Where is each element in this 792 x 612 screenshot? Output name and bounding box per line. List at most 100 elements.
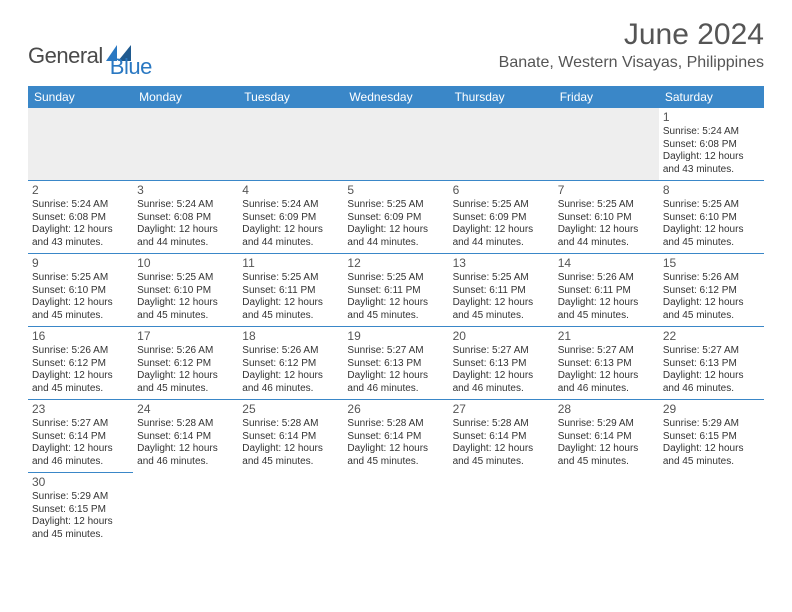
daylight-text: and 45 minutes. (663, 456, 760, 469)
sunset-text: Sunset: 6:15 PM (32, 504, 129, 517)
day-number: 25 (242, 402, 339, 417)
daylight-text: and 46 minutes. (453, 383, 550, 396)
sunset-text: Sunset: 6:11 PM (347, 285, 444, 298)
daylight-text: and 45 minutes. (137, 383, 234, 396)
daylight-text: and 46 minutes. (137, 456, 234, 469)
daylight-text: Daylight: 12 hours (558, 297, 655, 310)
weekday-header: Sunday (28, 86, 133, 108)
weekday-header: Monday (133, 86, 238, 108)
daylight-text: Daylight: 12 hours (453, 370, 550, 383)
sunset-text: Sunset: 6:12 PM (663, 285, 760, 298)
day-number: 5 (347, 183, 444, 198)
logo-text-general: General (28, 43, 103, 69)
calendar-day-cell (238, 108, 343, 181)
sunset-text: Sunset: 6:14 PM (558, 431, 655, 444)
sunrise-text: Sunrise: 5:26 AM (137, 345, 234, 358)
calendar-day-cell: 12Sunrise: 5:25 AMSunset: 6:11 PMDayligh… (343, 254, 448, 327)
calendar-day-cell (554, 108, 659, 181)
day-number: 15 (663, 256, 760, 271)
weekday-header: Saturday (659, 86, 764, 108)
calendar-day-cell (28, 108, 133, 181)
day-number: 18 (242, 329, 339, 344)
sunrise-text: Sunrise: 5:25 AM (558, 199, 655, 212)
day-number: 17 (137, 329, 234, 344)
daylight-text: Daylight: 12 hours (558, 443, 655, 456)
calendar-day-cell: 29Sunrise: 5:29 AMSunset: 6:15 PMDayligh… (659, 400, 764, 473)
daylight-text: and 45 minutes. (32, 310, 129, 323)
daylight-text: Daylight: 12 hours (137, 443, 234, 456)
sunrise-text: Sunrise: 5:28 AM (242, 418, 339, 431)
daylight-text: and 45 minutes. (453, 456, 550, 469)
daylight-text: and 45 minutes. (558, 310, 655, 323)
sunset-text: Sunset: 6:11 PM (242, 285, 339, 298)
day-number: 13 (453, 256, 550, 271)
sunrise-text: Sunrise: 5:29 AM (558, 418, 655, 431)
daylight-text: and 45 minutes. (32, 529, 129, 542)
title-block: June 2024 Banate, Western Visayas, Phili… (499, 18, 764, 72)
sunset-text: Sunset: 6:11 PM (453, 285, 550, 298)
daylight-text: Daylight: 12 hours (347, 224, 444, 237)
sunset-text: Sunset: 6:08 PM (32, 212, 129, 225)
calendar-day-cell: 16Sunrise: 5:26 AMSunset: 6:12 PMDayligh… (28, 327, 133, 400)
calendar-day-cell: 6Sunrise: 5:25 AMSunset: 6:09 PMDaylight… (449, 181, 554, 254)
calendar-day-cell: 20Sunrise: 5:27 AMSunset: 6:13 PMDayligh… (449, 327, 554, 400)
daylight-text: Daylight: 12 hours (242, 443, 339, 456)
calendar-day-cell: 13Sunrise: 5:25 AMSunset: 6:11 PMDayligh… (449, 254, 554, 327)
sunset-text: Sunset: 6:14 PM (32, 431, 129, 444)
calendar-day-cell: 27Sunrise: 5:28 AMSunset: 6:14 PMDayligh… (449, 400, 554, 473)
daylight-text: Daylight: 12 hours (32, 370, 129, 383)
calendar-day-cell (449, 108, 554, 181)
daylight-text: and 45 minutes. (663, 310, 760, 323)
daylight-text: Daylight: 12 hours (137, 224, 234, 237)
day-number: 8 (663, 183, 760, 198)
daylight-text: Daylight: 12 hours (137, 370, 234, 383)
daylight-text: Daylight: 12 hours (137, 297, 234, 310)
calendar-week-row: 30Sunrise: 5:29 AMSunset: 6:15 PMDayligh… (28, 473, 764, 546)
day-number: 12 (347, 256, 444, 271)
calendar-day-cell: 1Sunrise: 5:24 AMSunset: 6:08 PMDaylight… (659, 108, 764, 181)
day-number: 1 (663, 110, 760, 125)
daylight-text: and 46 minutes. (663, 383, 760, 396)
calendar-day-cell (133, 473, 238, 546)
daylight-text: and 45 minutes. (347, 456, 444, 469)
page-subtitle: Banate, Western Visayas, Philippines (499, 54, 764, 72)
sunrise-text: Sunrise: 5:25 AM (453, 272, 550, 285)
calendar-day-cell: 9Sunrise: 5:25 AMSunset: 6:10 PMDaylight… (28, 254, 133, 327)
day-number: 4 (242, 183, 339, 198)
daylight-text: and 46 minutes. (347, 383, 444, 396)
sunrise-text: Sunrise: 5:26 AM (32, 345, 129, 358)
sunrise-text: Sunrise: 5:27 AM (32, 418, 129, 431)
calendar-day-cell: 17Sunrise: 5:26 AMSunset: 6:12 PMDayligh… (133, 327, 238, 400)
daylight-text: Daylight: 12 hours (242, 370, 339, 383)
daylight-text: and 46 minutes. (242, 383, 339, 396)
sunset-text: Sunset: 6:13 PM (347, 358, 444, 371)
daylight-text: and 44 minutes. (137, 237, 234, 250)
sunrise-text: Sunrise: 5:25 AM (137, 272, 234, 285)
sunset-text: Sunset: 6:12 PM (242, 358, 339, 371)
sunrise-text: Sunrise: 5:26 AM (663, 272, 760, 285)
sunset-text: Sunset: 6:14 PM (137, 431, 234, 444)
calendar-day-cell: 2Sunrise: 5:24 AMSunset: 6:08 PMDaylight… (28, 181, 133, 254)
calendar-day-cell (238, 473, 343, 546)
logo: General Blue (28, 18, 152, 80)
daylight-text: Daylight: 12 hours (453, 297, 550, 310)
calendar-day-cell (449, 473, 554, 546)
day-number: 27 (453, 402, 550, 417)
day-number: 24 (137, 402, 234, 417)
weekday-header-row: Sunday Monday Tuesday Wednesday Thursday… (28, 86, 764, 108)
calendar-week-row: 1Sunrise: 5:24 AMSunset: 6:08 PMDaylight… (28, 108, 764, 181)
sunset-text: Sunset: 6:11 PM (558, 285, 655, 298)
day-number: 2 (32, 183, 129, 198)
sunset-text: Sunset: 6:09 PM (347, 212, 444, 225)
sunrise-text: Sunrise: 5:25 AM (242, 272, 339, 285)
calendar-day-cell: 10Sunrise: 5:25 AMSunset: 6:10 PMDayligh… (133, 254, 238, 327)
daylight-text: Daylight: 12 hours (32, 224, 129, 237)
day-number: 10 (137, 256, 234, 271)
daylight-text: Daylight: 12 hours (242, 224, 339, 237)
sunset-text: Sunset: 6:10 PM (558, 212, 655, 225)
sunrise-text: Sunrise: 5:28 AM (453, 418, 550, 431)
calendar-day-cell: 26Sunrise: 5:28 AMSunset: 6:14 PMDayligh… (343, 400, 448, 473)
calendar-day-cell: 28Sunrise: 5:29 AMSunset: 6:14 PMDayligh… (554, 400, 659, 473)
daylight-text: and 45 minutes. (137, 310, 234, 323)
calendar-day-cell: 14Sunrise: 5:26 AMSunset: 6:11 PMDayligh… (554, 254, 659, 327)
